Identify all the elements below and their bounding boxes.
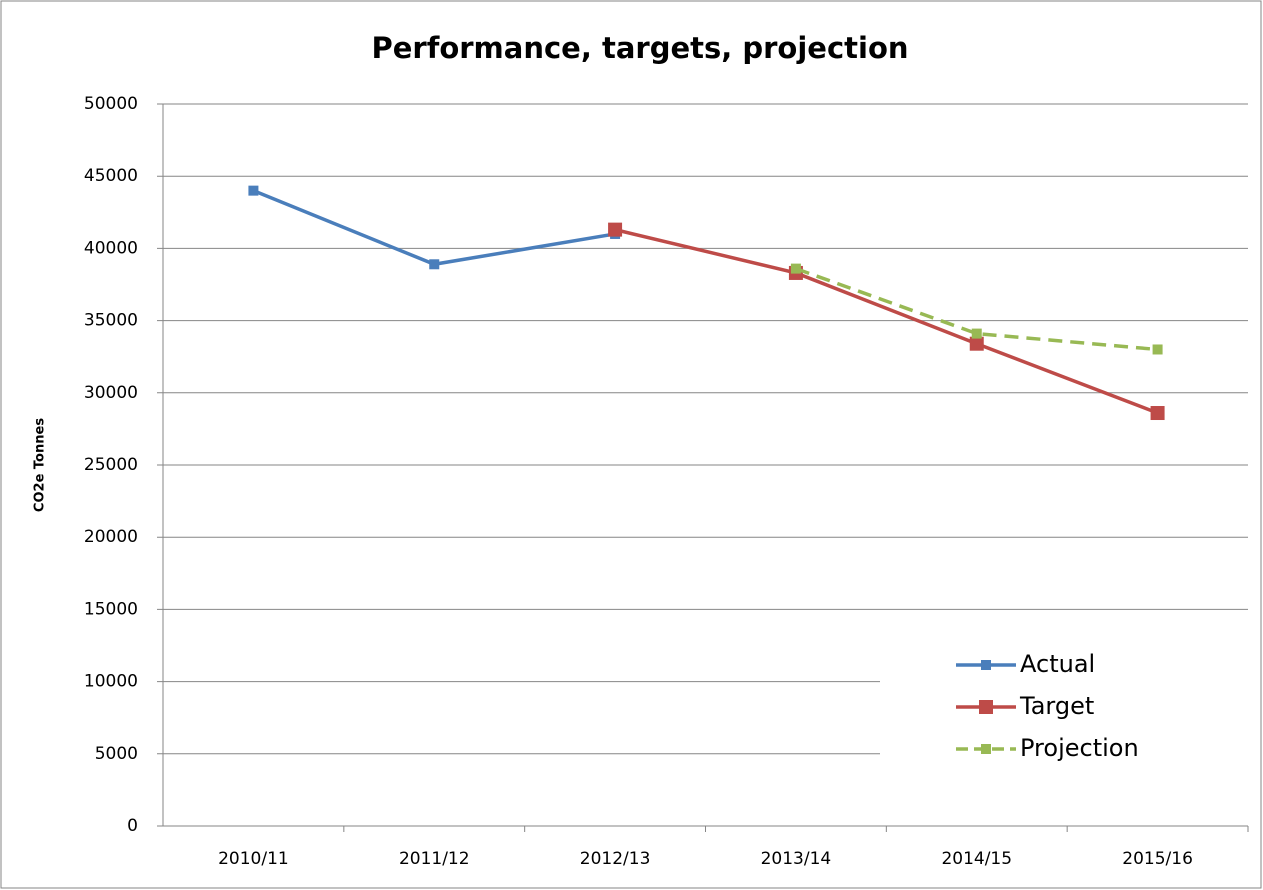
- data-point: [969, 336, 984, 351]
- x-tick-label: 2011/12: [399, 849, 470, 869]
- y-tick-label: 45000: [84, 166, 138, 186]
- y-axis-label: CO2e Tonnes: [33, 418, 48, 512]
- data-point: [1150, 406, 1165, 421]
- series-line: [795, 266, 1158, 352]
- x-tick-label: 2010/11: [218, 849, 289, 869]
- x-tick-label: 2012/13: [580, 849, 651, 869]
- chart-title: Performance, targets, projection: [371, 31, 908, 65]
- legend-box: [880, 642, 1248, 772]
- data-point: [971, 328, 982, 339]
- x-tick-label: 2013/14: [761, 849, 832, 869]
- y-tick-label: 50000: [84, 94, 138, 114]
- y-tick-label: 25000: [84, 455, 138, 475]
- series-line: [614, 227, 1159, 415]
- y-tick-label: 10000: [84, 672, 138, 692]
- data-point: [248, 185, 259, 196]
- x-tick-label: 2014/15: [941, 849, 1012, 869]
- legend-marker: [981, 660, 991, 670]
- y-tick-label: 40000: [84, 238, 138, 258]
- legend-label: Projection: [1020, 734, 1139, 762]
- y-tick-label: 30000: [84, 383, 138, 403]
- x-tick-label: 2015/16: [1122, 849, 1193, 869]
- data-point: [790, 263, 801, 274]
- legend-label: Target: [1019, 692, 1094, 720]
- y-tick-label: 20000: [84, 527, 138, 547]
- y-tick-label: 15000: [84, 599, 138, 619]
- data-point: [1152, 344, 1163, 355]
- legend-label: Actual: [1020, 650, 1095, 678]
- legend-marker: [979, 700, 993, 714]
- data-point: [608, 222, 623, 237]
- data-point: [429, 259, 440, 270]
- y-tick-label: 35000: [84, 311, 138, 331]
- legend-marker: [981, 744, 991, 754]
- y-tick-label: 5000: [95, 744, 138, 764]
- y-tick-label: 0: [127, 816, 138, 836]
